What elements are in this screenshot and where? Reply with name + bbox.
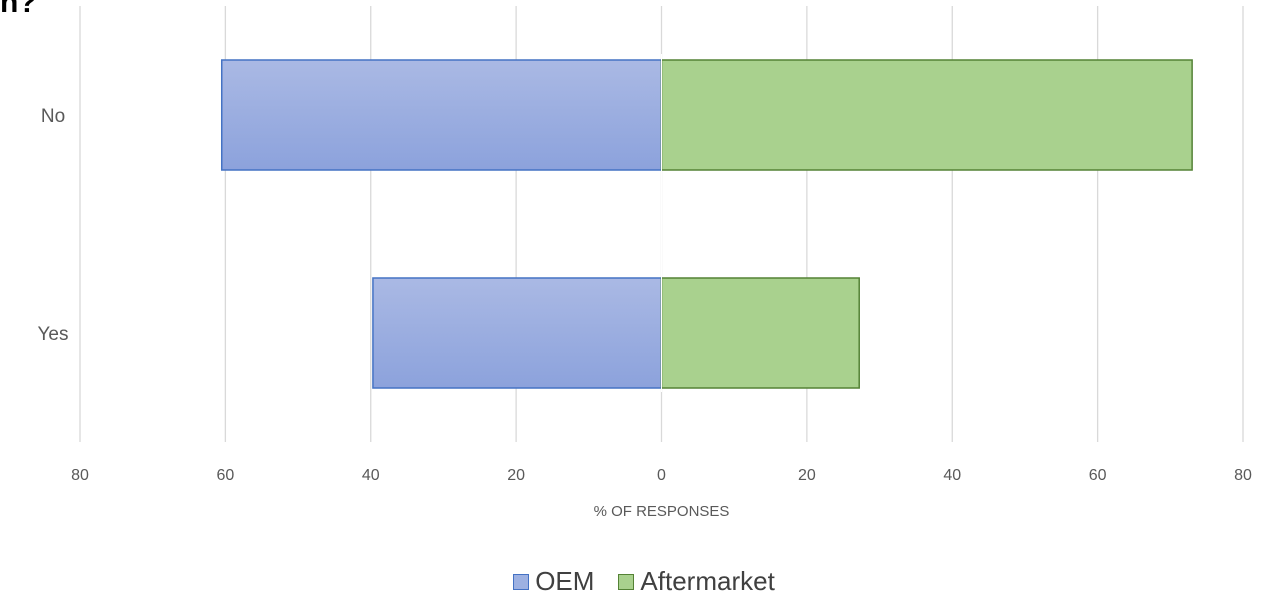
x-axis-title: % OF RESPONSES xyxy=(594,503,730,520)
x-tick-label: 80 xyxy=(71,467,89,484)
legend: OEM Aftermarket xyxy=(0,566,1288,597)
legend-item-oem[interactable]: OEM xyxy=(513,566,594,597)
x-tick-label: 40 xyxy=(943,467,961,484)
bars xyxy=(220,54,1193,392)
x-tick-label: 20 xyxy=(798,467,816,484)
bar-aftermarket-no[interactable] xyxy=(660,59,1193,171)
diverging-bar-chart: 80 60 40 20 0 20 40 60 80 No Yes % OF RESPONSES xyxy=(38,6,1253,520)
chart-title-fragment: n? xyxy=(0,0,37,19)
x-tick-label: 20 xyxy=(507,467,525,484)
axis-labels: 80 60 40 20 0 20 40 60 80 No Yes % OF RESPONSES xyxy=(38,106,1253,520)
bar-oem-no[interactable] xyxy=(220,59,663,171)
x-tick-label: 40 xyxy=(362,467,380,484)
category-label-no: No xyxy=(41,106,65,127)
x-tick-label: 60 xyxy=(1089,467,1107,484)
legend-label-aftermarket: Aftermarket xyxy=(640,566,775,596)
legend-item-aftermarket[interactable]: Aftermarket xyxy=(618,566,775,597)
x-tick-label: 0 xyxy=(657,467,666,484)
legend-swatch-oem xyxy=(513,573,530,590)
category-label-yes: Yes xyxy=(38,324,69,345)
bar-aftermarket-yes[interactable] xyxy=(660,277,860,389)
x-tick-label: 80 xyxy=(1234,467,1252,484)
x-tick-label: 60 xyxy=(216,467,234,484)
legend-label-oem: OEM xyxy=(535,566,595,596)
legend-swatch-aftermarket xyxy=(618,573,635,590)
bar-oem-yes[interactable] xyxy=(372,277,663,389)
